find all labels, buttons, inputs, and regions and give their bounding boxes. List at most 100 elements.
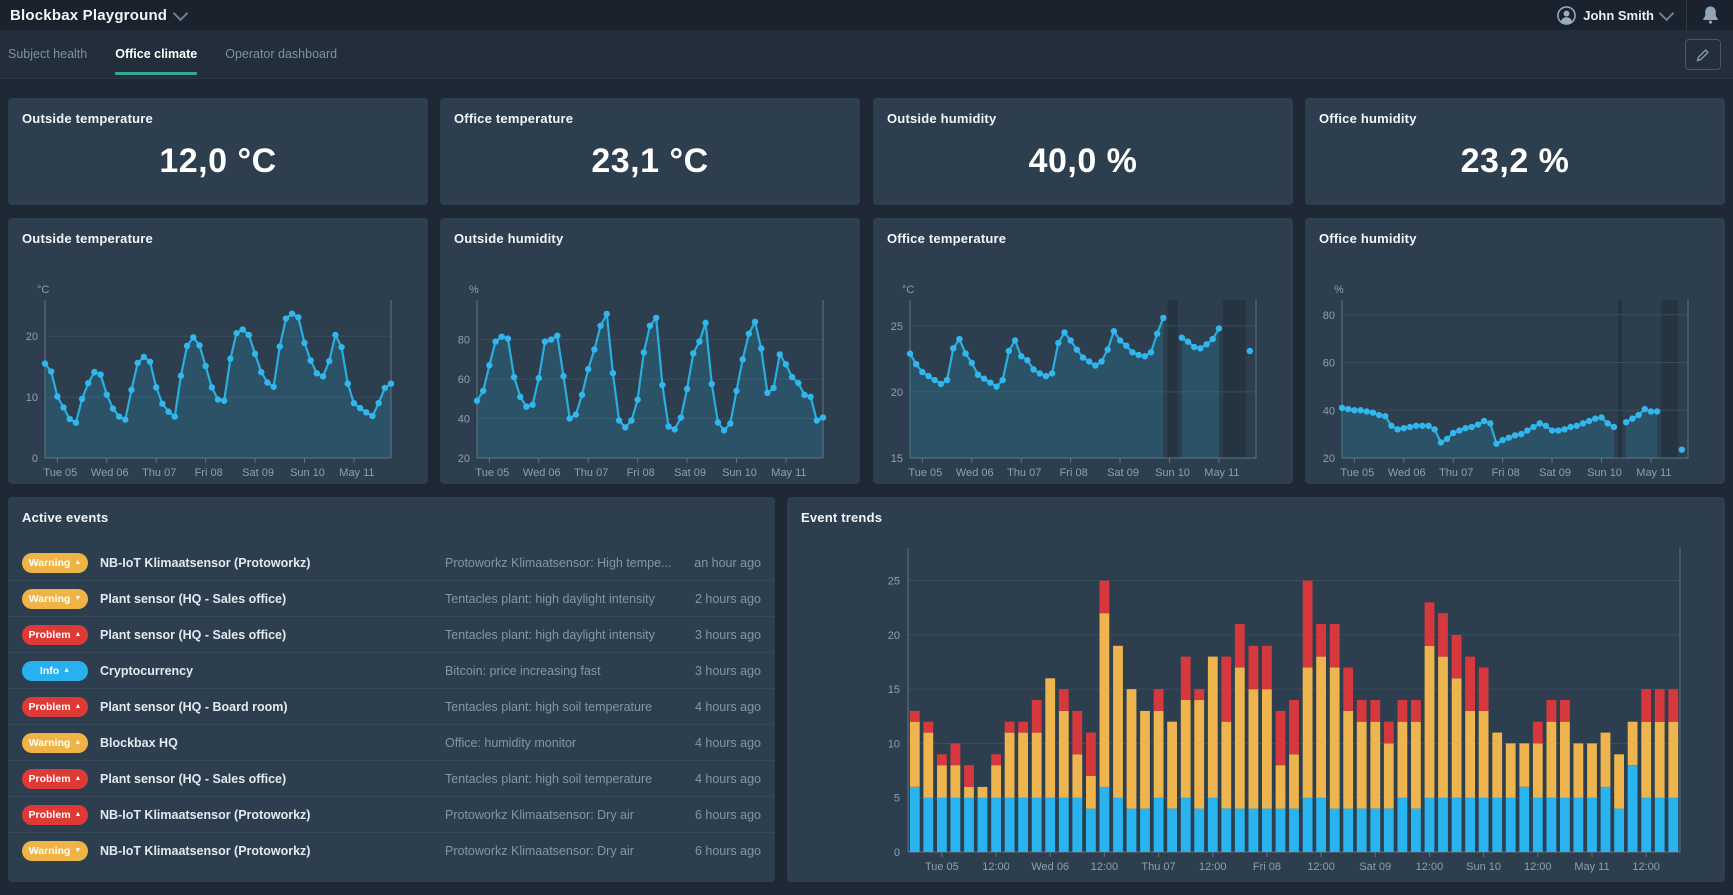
office-humidity-line-chart: 20 40 60 80% Tue 05 Wed 06 Thu 07 Fri 08 Sat 09 S…: [1323, 284, 1689, 479]
event-row[interactable]: Warning ▲ NB-IoT Klimaatsensor (Protoworkz…: [8, 545, 775, 580]
svg-text:25: 25: [891, 321, 903, 333]
svg-text:Sat 09: Sat 09: [1107, 467, 1139, 479]
svg-text:Fri 08: Fri 08: [195, 467, 223, 479]
event-time: 3 hours ago: [694, 663, 761, 678]
svg-text:Sun 10: Sun 10: [290, 467, 325, 479]
outside-temperature-line-chart: 0 10 20 °C Tue 05 Wed 06 Thu 07 Fri 08 Sat 09 Sun…: [26, 284, 395, 479]
event-subject: NB-IoT Klimaatsensor (Protoworkz): [100, 843, 311, 858]
svg-text:%: %: [469, 284, 479, 296]
event-row[interactable]: Info ▲ Cryptocurrency Bitcoin: price increa…: [8, 652, 775, 688]
notifications-button[interactable]: [1687, 0, 1733, 30]
svg-text:Wed 06: Wed 06: [1031, 861, 1069, 873]
chart-title: Office humidity: [1319, 231, 1417, 246]
severity-label: Warning: [28, 556, 71, 569]
event-description: Tentacles plant: high daylight intensity: [445, 591, 655, 606]
svg-text:°C: °C: [902, 284, 914, 296]
svg-text:Fri 08: Fri 08: [1492, 467, 1520, 479]
severity-label: Warning: [28, 736, 71, 749]
user-name: John Smith: [1583, 7, 1654, 23]
svg-text:Thu 07: Thu 07: [1141, 861, 1175, 873]
severity-badge: Warning ▼: [22, 840, 88, 861]
kpi-card-office-temperature: Office temperature 23,1 °C: [440, 98, 860, 205]
severity-badge: Problem ▲: [22, 768, 88, 789]
svg-text:°C: °C: [37, 284, 49, 296]
svg-text:12:00: 12:00: [1307, 861, 1335, 873]
svg-text:Tue 05: Tue 05: [475, 467, 509, 479]
svg-text:Sun 10: Sun 10: [722, 467, 757, 479]
severity-label: Info: [39, 664, 60, 677]
chevron-down-icon: [172, 5, 189, 21]
event-trends-card: Event trends 0 5 10 15 20 25 Tue 05 12:00 Wed 06…: [787, 497, 1725, 882]
chart-title: Outside humidity: [454, 231, 564, 246]
arrow-up-icon: ▲: [74, 559, 82, 566]
user-menu[interactable]: John Smith: [1543, 0, 1686, 30]
svg-text:0: 0: [894, 847, 900, 859]
event-subject: Cryptocurrency: [100, 663, 194, 678]
kpi-value: 23,1 °C: [591, 142, 709, 180]
arrow-down-icon: ▼: [74, 595, 82, 602]
event-row[interactable]: Warning ▲ Blockbax HQ Office: humidity moni…: [8, 724, 775, 760]
svg-text:Sun 10: Sun 10: [1155, 467, 1190, 479]
event-subject: Plant sensor (HQ - Sales office): [100, 591, 287, 606]
arrow-up-icon: ▲: [74, 631, 82, 638]
svg-text:Thu 07: Thu 07: [574, 467, 608, 479]
svg-text:Tue 05: Tue 05: [1340, 467, 1374, 479]
severity-badge: Problem ▲: [22, 804, 88, 825]
svg-text:60: 60: [1323, 358, 1335, 370]
page-title: Blockbax Playground: [10, 6, 168, 24]
svg-text:Sat 09: Sat 09: [1539, 467, 1571, 479]
svg-text:May 11: May 11: [1204, 467, 1239, 479]
severity-label: Problem: [28, 808, 71, 821]
svg-text:Thu 07: Thu 07: [1439, 467, 1473, 479]
event-description: Bitcoin: price increasing fast: [445, 663, 601, 678]
event-row[interactable]: Problem ▲ Plant sensor (HQ - Board room) Te…: [8, 688, 775, 724]
svg-text:Thu 07: Thu 07: [142, 467, 176, 479]
dashboard-tabs: Subject health Office climate Operator d…: [0, 30, 1733, 79]
event-time: 3 hours ago: [694, 627, 761, 642]
kpi-value: 23,2 %: [1460, 142, 1570, 180]
svg-text:Sun 10: Sun 10: [1587, 467, 1622, 479]
event-row[interactable]: Problem ▲ NB-IoT Klimaatsensor (Protoworkz…: [8, 796, 775, 832]
svg-text:Fri 08: Fri 08: [1253, 861, 1281, 873]
svg-text:12:00: 12:00: [1416, 861, 1444, 873]
edit-dashboard-button[interactable]: [1685, 39, 1721, 70]
svg-text:Thu 07: Thu 07: [1007, 467, 1041, 479]
severity-badge: Warning ▼: [22, 588, 88, 609]
tab-subject-health[interactable]: Subject health: [8, 47, 88, 61]
event-row[interactable]: Warning ▼ Plant sensor (HQ - Sales office)…: [8, 580, 775, 616]
event-description: Tentacles plant: high soil temperature: [445, 699, 653, 714]
svg-text:40: 40: [1323, 405, 1335, 417]
event-row[interactable]: Problem ▲ Plant sensor (HQ - Sales office)…: [8, 760, 775, 796]
event-description: Tentacles plant: high daylight intensity: [445, 627, 655, 642]
tab-operator-dashboard[interactable]: Operator dashboard: [225, 47, 338, 61]
svg-text:20: 20: [891, 387, 903, 399]
event-time: 4 hours ago: [694, 771, 761, 786]
event-description: Tentacles plant: high soil temperature: [445, 771, 653, 786]
svg-text:May 11: May 11: [771, 467, 806, 479]
svg-text:Sat 09: Sat 09: [242, 467, 274, 479]
event-subject: NB-IoT Klimaatsensor (Protoworkz): [100, 555, 311, 570]
svg-text:Sat 09: Sat 09: [674, 467, 706, 479]
svg-text:80: 80: [1323, 310, 1335, 322]
severity-label: Problem: [28, 772, 71, 785]
svg-text:40: 40: [458, 414, 470, 426]
event-subject: Plant sensor (HQ - Sales office): [100, 771, 287, 786]
chart-card-outside-humidity: Outside humidity 20 40 60 80% Tue 05 Wed 06 Th…: [440, 218, 860, 484]
chart-card-office-temperature: Office temperature 15 20 25 °C Tue 05 Wed 06 T…: [873, 218, 1293, 484]
top-bar-right: John Smith: [1543, 0, 1733, 30]
workspace-switcher[interactable]: Blockbax Playground: [0, 5, 189, 24]
severity-badge: Warning ▲: [22, 732, 88, 753]
event-row[interactable]: Problem ▲ Plant sensor (HQ - Sales office)…: [8, 616, 775, 652]
tab-office-climate[interactable]: Office climate: [115, 30, 197, 78]
divider: [1686, 0, 1687, 30]
event-row[interactable]: Warning ▼ NB-IoT Klimaatsensor (Protoworkz…: [8, 832, 775, 868]
event-description: Protoworkz Klimaatsensor: High tempe...: [445, 555, 672, 570]
event-subject: NB-IoT Klimaatsensor (Protoworkz): [100, 807, 311, 822]
svg-text:15: 15: [888, 684, 900, 696]
event-subject: Plant sensor (HQ - Board room): [100, 699, 288, 714]
svg-text:Tue 05: Tue 05: [925, 861, 959, 873]
kpi-card-outside-humidity: Outside humidity 40,0 %: [873, 98, 1293, 205]
event-trends-bar-chart: 0 5 10 15 20 25 Tue 05 12:00 Wed 06 12:00 Thu 07 12…: [888, 548, 1681, 873]
svg-text:Tue 05: Tue 05: [908, 467, 942, 479]
